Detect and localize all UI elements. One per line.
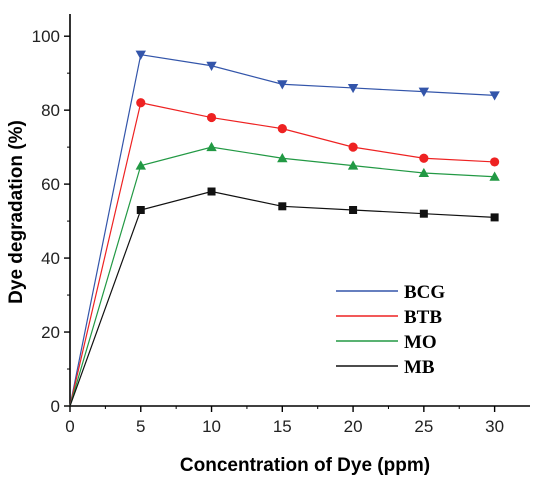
x-tick-label: 25 (414, 417, 433, 436)
data-point-mo (206, 141, 217, 152)
data-point-mo (418, 167, 430, 178)
x-tick-label: 10 (202, 417, 221, 436)
data-point-mb (207, 187, 216, 196)
legend-item-mo: MO (336, 332, 437, 353)
series-mb (69, 187, 499, 407)
x-axis-ticks: 0 5 10 15 20 25 30 (65, 406, 504, 436)
data-point-mb (349, 206, 358, 214)
legend-label: MO (404, 332, 437, 353)
x-tick-label: 0 (65, 417, 74, 436)
plot-frame (69, 14, 530, 407)
x-tick-label: 15 (273, 417, 292, 436)
data-point-mb (490, 213, 499, 222)
series-mo (69, 141, 500, 407)
data-point-btb (206, 112, 217, 123)
legend-item-mb: MB (336, 357, 435, 378)
x-tick-label: 30 (485, 417, 504, 436)
legend-label: BCG (404, 282, 445, 303)
y-tick-label: 80 (41, 101, 60, 120)
data-point-mo (135, 160, 146, 170)
y-axis-title: Dye degradation (%) (6, 120, 27, 304)
data-point-mb (419, 209, 428, 218)
x-tick-label: 5 (136, 417, 145, 436)
y-tick-label: 0 (51, 397, 60, 416)
series-bcg (69, 50, 500, 407)
y-tick-label: 60 (41, 175, 60, 194)
x-tick-label: 20 (344, 417, 363, 436)
legend-item-bcg: BCG (336, 282, 445, 303)
y-axis-ticks: 0 20 40 60 80 100 (32, 27, 70, 416)
data-point-btb (277, 124, 287, 134)
data-point-btb (136, 98, 146, 108)
data-point-btb (348, 142, 358, 152)
legend: BCG BTB MO MB (336, 282, 445, 378)
data-point-bcg (418, 87, 430, 97)
series-btb (69, 98, 500, 407)
data-point-btb (490, 157, 500, 167)
data-point-btb (419, 153, 429, 163)
data-point-bcg (135, 50, 146, 60)
data-point-bcg (206, 61, 217, 71)
data-point-bcg (489, 91, 500, 101)
legend-label: MB (404, 357, 435, 378)
legend-label: BTB (404, 307, 442, 328)
data-point-bcg (347, 83, 359, 94)
series-layer (69, 50, 500, 407)
data-point-mo (347, 160, 359, 170)
y-tick-label: 20 (41, 323, 60, 342)
data-point-mb (278, 202, 287, 211)
y-tick-label: 100 (32, 27, 60, 46)
legend-item-btb: BTB (336, 307, 442, 328)
data-point-mo (277, 153, 288, 163)
data-point-bcg (277, 80, 288, 90)
data-point-mo (489, 171, 500, 181)
y-tick-label: 40 (41, 249, 60, 268)
data-point-mb (136, 206, 145, 214)
x-axis-title: Concentration of Dye (ppm) (180, 455, 430, 476)
